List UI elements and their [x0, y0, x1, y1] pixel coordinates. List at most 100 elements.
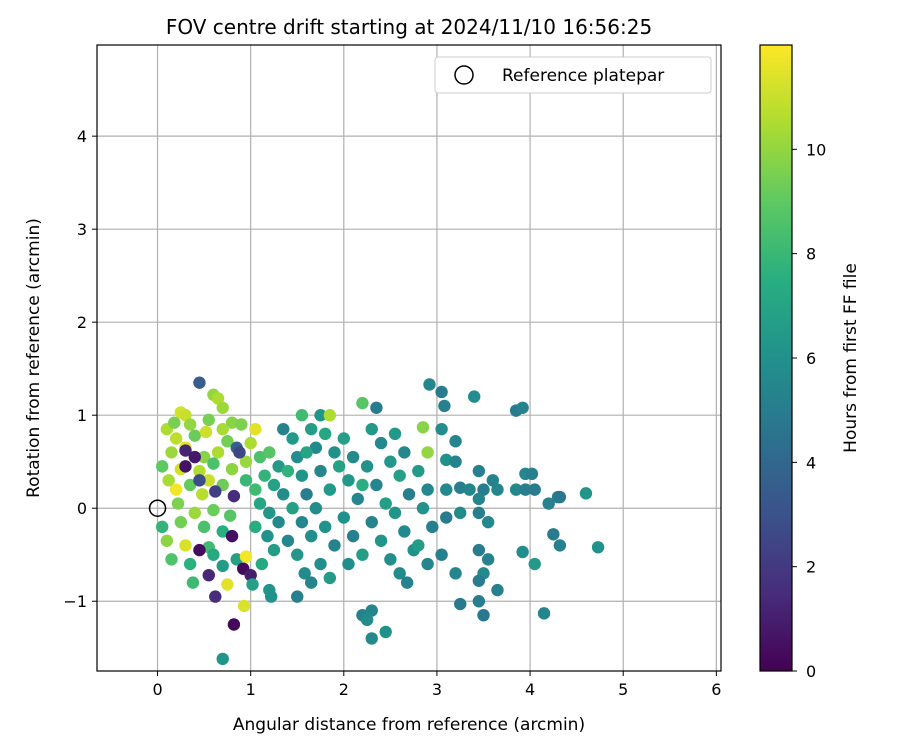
data-point: [370, 401, 383, 414]
data-point: [591, 541, 605, 554]
data-point: [199, 425, 213, 439]
data-point: [528, 483, 541, 496]
data-point: [435, 422, 448, 436]
data-point: [261, 529, 274, 543]
data-point: [463, 483, 476, 496]
data-point: [233, 446, 246, 459]
data-point: [328, 446, 341, 459]
data-point: [467, 390, 481, 403]
data-point: [300, 446, 313, 459]
data-point: [360, 460, 374, 473]
data-point: [225, 416, 239, 429]
data-point: [165, 553, 178, 566]
data-point: [365, 632, 378, 645]
data-point: [337, 432, 351, 445]
legend-marker: [454, 65, 474, 85]
data-point: [365, 604, 378, 617]
data-point: [356, 548, 369, 561]
x-tick-label: 2: [339, 680, 349, 699]
x-tick-label: 3: [432, 680, 442, 699]
colorbar-ticks: 0 2 4 6 8 10: [792, 140, 826, 681]
data-point: [263, 506, 276, 520]
data-point: [421, 483, 434, 496]
data-point: [314, 557, 327, 571]
data-point: [356, 396, 369, 410]
data-point: [193, 464, 206, 478]
data-point: [412, 539, 425, 552]
data-point: [384, 553, 397, 566]
data-point: [225, 529, 239, 543]
data-point: [291, 450, 304, 464]
data-point: [169, 432, 183, 445]
data-point: [281, 534, 295, 547]
data-point: [449, 435, 462, 448]
x-tick-label: 5: [618, 680, 628, 699]
plot-background: [97, 45, 721, 671]
data-point: [332, 460, 346, 473]
data-point: [328, 539, 341, 552]
data-point: [179, 539, 192, 552]
data-point: [438, 399, 451, 413]
data-point: [155, 520, 169, 534]
data-point: [264, 590, 278, 603]
data-point: [305, 422, 318, 436]
data-point: [323, 571, 337, 585]
data-point: [267, 543, 281, 557]
data-point: [239, 550, 253, 563]
data-point: [230, 553, 243, 566]
data-point: [346, 529, 360, 543]
y-axis-label: Rotation from reference (arcmin): [24, 218, 44, 498]
colorbar-label: Hours from first FF file: [841, 263, 861, 453]
data-point: [454, 597, 467, 611]
data-point: [440, 453, 453, 467]
y-tick-label: 2: [77, 313, 87, 332]
data-point: [209, 590, 222, 603]
data-point: [188, 450, 201, 464]
data-point: [196, 488, 209, 501]
data-point: [202, 474, 215, 487]
data-point: [253, 497, 267, 510]
data-point: [227, 618, 241, 631]
colorbar-gradient: [759, 44, 793, 672]
data-point: [370, 478, 383, 492]
data-point: [309, 502, 323, 515]
data-point: [525, 467, 539, 481]
data-point: [342, 557, 355, 571]
data-point: [300, 488, 313, 501]
data-point: [183, 557, 197, 571]
x-tick-label: 6: [711, 680, 721, 699]
data-point: [179, 460, 192, 473]
data-point: [416, 502, 430, 515]
data-point: [168, 416, 181, 429]
data-point: [400, 576, 414, 589]
data-point: [305, 576, 318, 589]
data-point: [193, 474, 206, 487]
data-point: [337, 511, 351, 524]
data-point: [188, 429, 201, 442]
data-point: [183, 418, 197, 431]
data-point: [342, 474, 355, 487]
data-point: [537, 607, 551, 620]
data-point: [207, 457, 220, 470]
data-point: [477, 483, 490, 496]
data-point: [272, 515, 285, 529]
data-point: [365, 515, 378, 529]
data-point: [318, 520, 332, 534]
data-point: [449, 567, 462, 580]
data-point: [249, 520, 262, 534]
data-point: [356, 478, 369, 492]
data-point: [472, 595, 486, 608]
data-point: [542, 497, 555, 510]
data-point: [291, 590, 304, 603]
data-point: [472, 492, 486, 506]
data-point: [553, 490, 567, 504]
grid-lines: [97, 45, 721, 671]
data-point: [472, 543, 486, 557]
legend-box: [434, 56, 712, 94]
data-point: [416, 421, 430, 434]
data-point: [277, 422, 290, 436]
y-tick-label: 0: [77, 499, 87, 518]
data-point: [223, 509, 237, 522]
data-point: [281, 464, 295, 478]
data-point: [421, 557, 434, 571]
